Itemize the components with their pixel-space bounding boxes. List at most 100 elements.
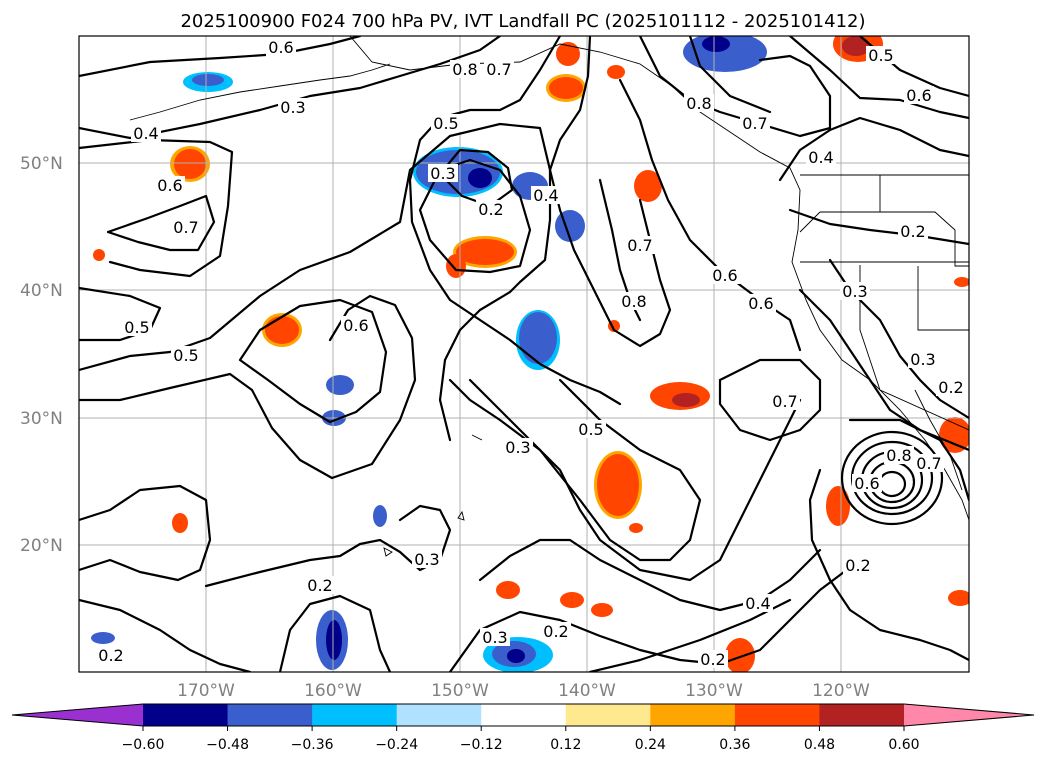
contour-line	[718, 358, 822, 442]
gridlines	[79, 36, 969, 672]
contour-line	[278, 594, 392, 672]
contour-label: 0.6	[157, 176, 182, 195]
contour-line	[788, 208, 969, 246]
blob	[446, 254, 466, 278]
contour-label: 0.8	[452, 60, 477, 79]
colorbar-tick-label: −0.12	[460, 737, 503, 753]
contour-line	[79, 138, 234, 278]
contour-line	[448, 378, 702, 562]
blob	[560, 592, 584, 608]
colorbar-segment	[143, 704, 229, 726]
colorbar-segment	[227, 704, 313, 726]
contour-label: 0.7	[742, 114, 767, 133]
blob	[634, 170, 662, 202]
colorbar-tick-label: −0.48	[206, 737, 249, 753]
blob	[629, 523, 643, 533]
chart-title: 2025100900 F024 700 hPa PV, IVT Landfall…	[180, 11, 865, 32]
contour-line	[204, 504, 452, 588]
contour-label: 0.8	[621, 292, 646, 311]
coastline-aleutians	[129, 63, 391, 121]
colorbar-tick-label: 0.24	[635, 737, 666, 753]
blob	[725, 638, 755, 672]
lon-tick-label: 170°W	[177, 681, 235, 701]
contour-line	[688, 36, 772, 114]
contour-label: 0.5	[433, 114, 458, 133]
contour-line	[418, 158, 532, 274]
lon-tick-label: 120°W	[812, 681, 870, 701]
blob	[607, 65, 625, 79]
contour-label: 0.2	[98, 646, 123, 665]
contour-line	[788, 36, 969, 120]
contour-label: 0.2	[938, 378, 963, 397]
contour-label: 0.8	[686, 94, 711, 113]
colorbar-segment	[734, 704, 820, 726]
colorbar-tick-label: −0.60	[122, 737, 165, 753]
contour-label: 0.3	[505, 438, 530, 457]
blob	[326, 375, 354, 395]
lat-tick-label: 40°N	[20, 281, 63, 301]
contour-label: 0.7	[772, 392, 797, 411]
contour-line	[79, 122, 552, 442]
contour-line	[79, 294, 417, 480]
contour-label: 0.6	[712, 266, 737, 285]
contour-line	[106, 194, 216, 252]
lon-tick-label: 150°W	[431, 681, 489, 701]
contour-label: 0.4	[133, 124, 158, 143]
colorbar-segment	[565, 704, 651, 726]
colorbar-tick-label: 0.12	[550, 737, 581, 753]
colorbar-segment	[396, 704, 482, 726]
contour-line	[478, 538, 822, 612]
blob	[591, 603, 613, 617]
state-borders	[799, 175, 969, 391]
lon-tick-label: 140°W	[558, 681, 616, 701]
contour-label: 0.7	[486, 60, 511, 79]
colorbar-segment	[650, 704, 736, 726]
contour-label: 0.6	[748, 294, 773, 313]
contour-line	[448, 558, 862, 672]
contour-line	[79, 36, 362, 78]
contour-label: 0.2	[700, 650, 725, 669]
blob	[373, 505, 387, 527]
blob	[183, 72, 233, 92]
contour-label: 0.5	[868, 46, 893, 65]
contour-label: 0.6	[343, 316, 368, 335]
contour-label: 0.2	[845, 556, 870, 575]
lon-tick-label: 160°W	[304, 681, 362, 701]
contour-label: 0.5	[124, 318, 149, 337]
contour-label: 0.3	[414, 550, 439, 569]
contour-line	[238, 298, 388, 424]
contour-label: 0.3	[842, 282, 867, 301]
blob	[650, 382, 710, 410]
contour-label: 0.5	[173, 346, 198, 365]
contour-label: 0.7	[173, 218, 198, 237]
blob	[170, 146, 210, 182]
blob	[172, 513, 188, 533]
contour-label: 0.3	[482, 628, 507, 647]
contour-label: 0.3	[910, 350, 935, 369]
contour-label: 0.3	[430, 164, 455, 183]
colorbar-extend-low	[12, 704, 143, 726]
contour-label: 0.2	[307, 576, 332, 595]
coastline-hawaii	[383, 434, 483, 557]
lon-tick-label: 130°W	[685, 681, 743, 701]
blob	[826, 486, 850, 526]
colorbar-segment	[819, 704, 905, 726]
contour-label: 0.6	[906, 86, 931, 105]
contour-line	[548, 36, 672, 348]
map-frame	[78, 35, 970, 673]
blob	[556, 42, 580, 66]
contour-line	[408, 36, 622, 406]
contour-lines	[79, 36, 969, 672]
colorbar-tick-label: −0.36	[291, 737, 334, 753]
blob	[546, 74, 586, 102]
contour-label: 0.4	[533, 186, 558, 205]
colorbar-segment	[312, 704, 398, 726]
contour-line	[618, 78, 802, 352]
blob	[316, 610, 348, 670]
colorbar: −0.60 −0.48 −0.36 −0.24 −0.12 0.12 0.24 0.36 0.4…	[11, 703, 1035, 753]
coastline-north-america	[349, 36, 969, 521]
colorbar-tick-label: 0.60	[888, 737, 919, 753]
contour-label: 0.2	[478, 200, 503, 219]
contour-line	[840, 430, 944, 526]
contour-line	[638, 36, 832, 138]
